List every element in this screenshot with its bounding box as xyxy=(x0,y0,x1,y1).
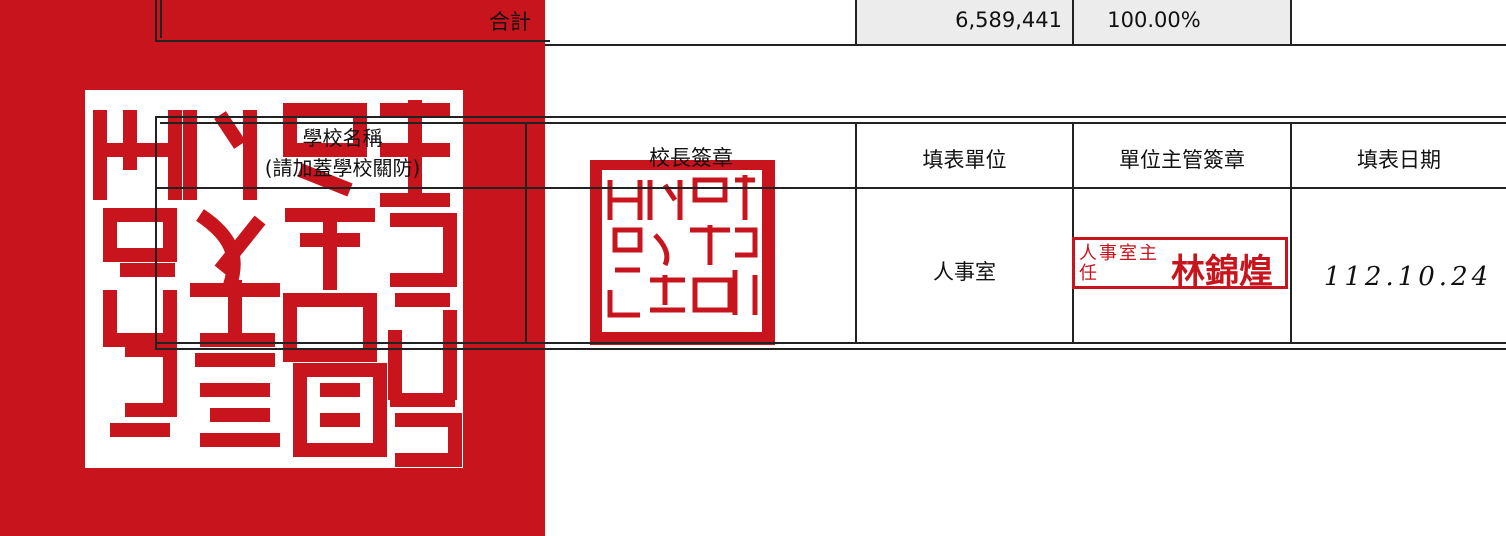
table-border xyxy=(545,44,1506,46)
header-school: 學校名稱 xyxy=(302,126,383,150)
date-value: 112.10.24 xyxy=(1323,262,1493,292)
table-border xyxy=(155,116,1506,118)
table-border xyxy=(1290,122,1292,344)
school-seal xyxy=(0,0,545,536)
header-supervisor: 單位主管簽章 xyxy=(1119,148,1245,172)
header-school-note: (請加蓋學校關防) xyxy=(264,156,421,180)
supervisor-stamp: 人事室主任 林錦煌 xyxy=(1072,237,1288,292)
stamp-name: 林錦煌 xyxy=(1171,252,1273,292)
table-border xyxy=(855,0,857,46)
table-border xyxy=(1072,122,1074,344)
table-border xyxy=(155,342,1506,344)
header-principal: 校長簽章 xyxy=(649,146,733,170)
unit-value: 人事室 xyxy=(933,260,996,284)
total-percent: 100.00% xyxy=(1107,8,1201,32)
total-amount: 6,589,441 xyxy=(955,8,1062,32)
stamp-title: 人事室主任 xyxy=(1079,243,1159,284)
total-label: 合計 xyxy=(489,10,531,34)
table-border xyxy=(160,0,162,38)
table-border xyxy=(155,187,1506,189)
table-border xyxy=(155,0,157,42)
table-border xyxy=(155,348,1506,350)
table-border xyxy=(155,116,157,350)
header-unit: 填表單位 xyxy=(922,148,1007,172)
table-border xyxy=(1290,0,1292,46)
principal-seal xyxy=(590,160,775,345)
table-border xyxy=(160,122,1506,124)
table-border xyxy=(525,122,527,344)
table-border xyxy=(855,122,857,344)
header-date: 填表日期 xyxy=(1357,148,1441,172)
table-border xyxy=(155,40,550,42)
table-border xyxy=(1072,0,1074,46)
